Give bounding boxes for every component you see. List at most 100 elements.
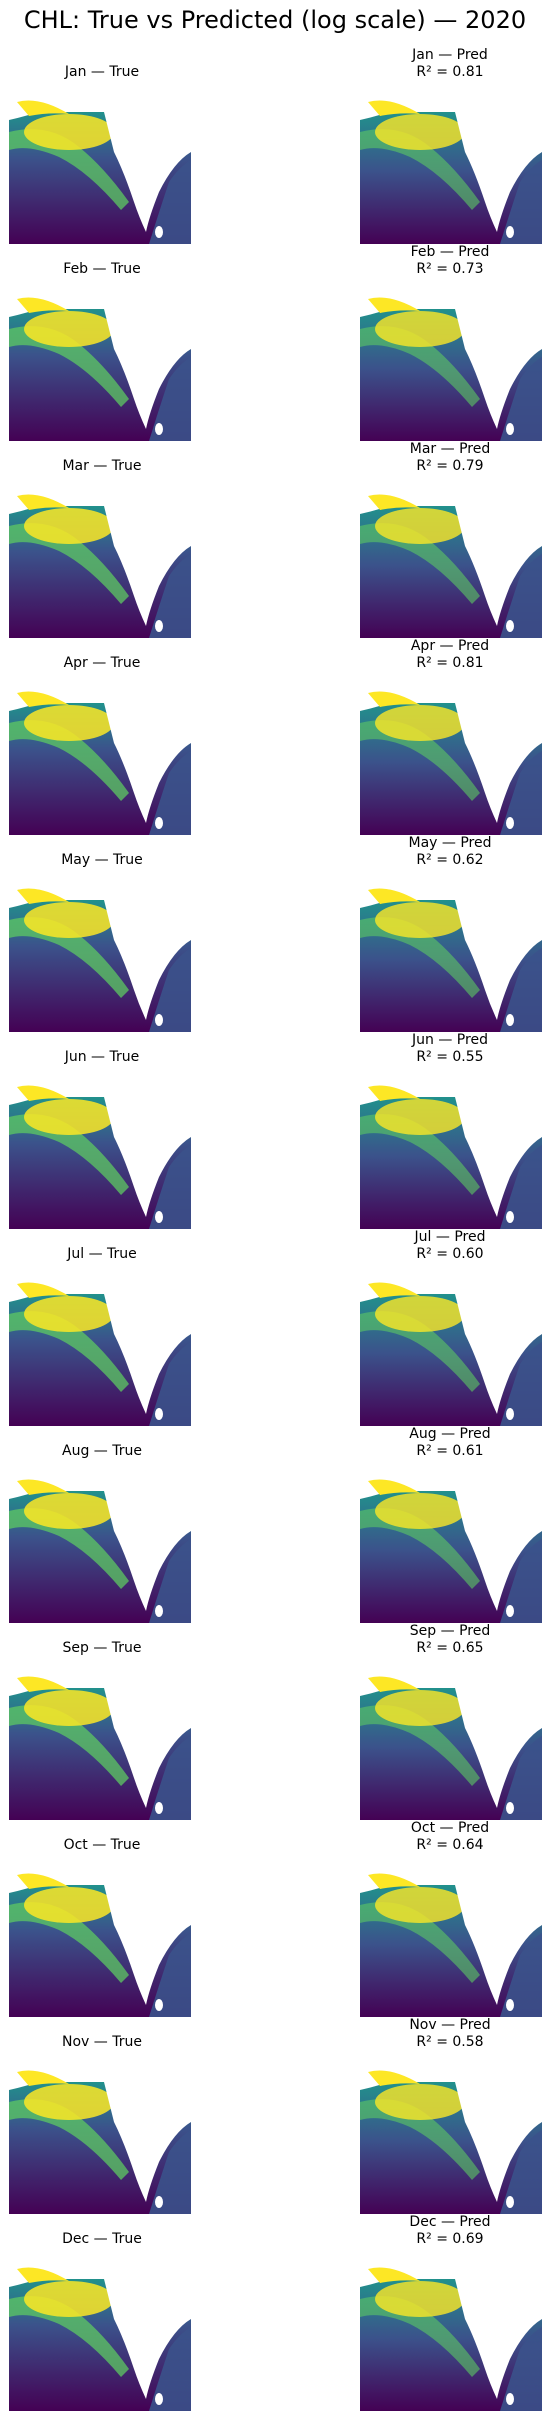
sri-lanka xyxy=(155,423,163,435)
sri-lanka xyxy=(155,817,163,829)
sri-lanka xyxy=(155,1605,163,1617)
sri-lanka xyxy=(155,1802,163,1814)
india-landmass xyxy=(104,1491,191,1611)
pred-panel-title: Jul — Pred R² = 0.60 xyxy=(330,1229,550,1263)
r2-score-label: R² = 0.81 xyxy=(416,64,484,80)
pred-panel-title: Apr — Pred R² = 0.81 xyxy=(330,638,550,672)
persian-gulf xyxy=(17,888,69,904)
pred-panel-title: May — Pred R² = 0.62 xyxy=(330,835,550,869)
arabian-sea-bloom xyxy=(375,311,465,347)
coastal-bloom xyxy=(9,917,129,998)
true-chl-map xyxy=(9,683,191,835)
bay-of-bengal xyxy=(500,2327,542,2411)
persian-gulf xyxy=(17,1282,69,1298)
india-landmass xyxy=(104,1097,191,1217)
persian-gulf xyxy=(368,2070,420,2086)
coastal-bloom xyxy=(360,129,480,210)
true-panel-title: Mar — True xyxy=(62,458,142,474)
pred-panel-title: Mar — Pred R² = 0.79 xyxy=(330,441,550,475)
bay-of-bengal xyxy=(149,948,191,1032)
sri-lanka xyxy=(155,1014,163,1026)
persian-gulf xyxy=(368,100,420,116)
arabian-sea-bloom xyxy=(24,311,114,347)
sri-lanka xyxy=(155,620,163,632)
india-landmass xyxy=(104,1294,191,1414)
persian-gulf xyxy=(17,100,69,116)
india-landmass xyxy=(455,1097,542,1217)
india-landmass xyxy=(455,506,542,626)
bay-of-bengal xyxy=(149,357,191,441)
bay-of-bengal xyxy=(500,1933,542,2017)
sri-lanka xyxy=(155,1211,163,1223)
pred-panel-month-label: Dec — Pred xyxy=(409,2214,491,2230)
persian-gulf xyxy=(17,1479,69,1495)
persian-gulf xyxy=(368,691,420,707)
pred-panel-title: Dec — Pred R² = 0.69 xyxy=(330,2214,550,2248)
bay-of-bengal xyxy=(500,1736,542,1820)
arabian-sea-bloom xyxy=(375,902,465,938)
pred-panel-title: Aug — Pred R² = 0.61 xyxy=(330,1426,550,1460)
india-landmass xyxy=(455,703,542,823)
sri-lanka xyxy=(155,1408,163,1420)
bay-of-bengal xyxy=(149,554,191,638)
sri-lanka xyxy=(506,1211,514,1223)
bay-of-bengal xyxy=(500,1539,542,1623)
pred-chl-map xyxy=(360,2259,542,2411)
arabian-sea-bloom xyxy=(375,1887,465,1923)
arabian-sea-bloom xyxy=(24,1690,114,1726)
persian-gulf xyxy=(17,1085,69,1101)
coastal-bloom xyxy=(9,1902,129,1983)
persian-gulf xyxy=(368,494,420,510)
bay-of-bengal xyxy=(500,160,542,244)
pred-panel-month-label: Jul — Pred xyxy=(414,1229,486,1245)
india-landmass xyxy=(455,112,542,232)
r2-score-label: R² = 0.81 xyxy=(416,655,484,671)
month-row: Jul — True Jul — Pred R² = 0.60 xyxy=(0,1229,550,1426)
sri-lanka xyxy=(506,423,514,435)
coastal-bloom xyxy=(9,129,129,210)
true-chl-map xyxy=(9,486,191,638)
persian-gulf xyxy=(368,1479,420,1495)
pred-panel-title: Nov — Pred R² = 0.58 xyxy=(330,2017,550,2051)
true-panel-title: Nov — True xyxy=(62,2034,142,2050)
coastal-bloom xyxy=(9,326,129,407)
true-panel-title: Aug — True xyxy=(62,1443,142,1459)
india-landmass xyxy=(104,2082,191,2202)
bay-of-bengal xyxy=(149,1933,191,2017)
persian-gulf xyxy=(17,2267,69,2283)
sri-lanka xyxy=(155,2196,163,2208)
bay-of-bengal xyxy=(500,948,542,1032)
pred-chl-map xyxy=(360,683,542,835)
true-chl-map xyxy=(9,1274,191,1426)
true-chl-map xyxy=(9,1668,191,1820)
persian-gulf xyxy=(17,1676,69,1692)
persian-gulf xyxy=(368,297,420,313)
pred-panel-month-label: Feb — Pred xyxy=(410,244,490,260)
coastal-bloom xyxy=(9,523,129,604)
pred-panel-title: Jun — Pred R² = 0.55 xyxy=(330,1032,550,1066)
arabian-sea-bloom xyxy=(375,705,465,741)
pred-chl-map xyxy=(360,880,542,1032)
pred-panel-month-label: Aug — Pred xyxy=(409,1426,491,1442)
true-chl-map xyxy=(9,880,191,1032)
bay-of-bengal xyxy=(500,2130,542,2214)
persian-gulf xyxy=(368,1676,420,1692)
persian-gulf xyxy=(17,494,69,510)
pred-chl-map xyxy=(360,2062,542,2214)
pred-chl-map xyxy=(360,1274,542,1426)
sri-lanka xyxy=(506,2393,514,2405)
india-landmass xyxy=(455,1294,542,1414)
month-row: Jan — True Jan — Pred R² = 0.81 xyxy=(0,47,550,244)
month-row: Jun — True Jun — Pred R² = 0.55 xyxy=(0,1032,550,1229)
coastal-bloom xyxy=(9,1114,129,1195)
sri-lanka xyxy=(506,1802,514,1814)
india-landmass xyxy=(104,900,191,1020)
coastal-bloom xyxy=(9,1508,129,1589)
india-landmass xyxy=(104,309,191,429)
bay-of-bengal xyxy=(500,357,542,441)
true-chl-map xyxy=(9,1865,191,2017)
true-chl-map xyxy=(9,1471,191,1623)
r2-score-label: R² = 0.69 xyxy=(416,2231,484,2247)
india-landmass xyxy=(104,703,191,823)
month-row: Aug — True Aug — Pred R² = 0.61 xyxy=(0,1426,550,1623)
